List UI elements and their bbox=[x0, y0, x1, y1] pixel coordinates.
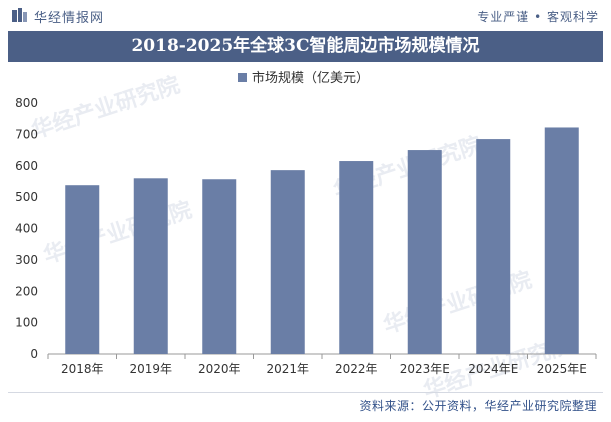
bar bbox=[339, 161, 374, 354]
y-tick-label: 500 bbox=[15, 190, 38, 204]
legend-label: 市场规模（亿美元） bbox=[252, 70, 369, 86]
brand-name: 华经情报网 bbox=[34, 11, 105, 26]
bar bbox=[65, 185, 100, 354]
y-tick-label: 600 bbox=[15, 159, 38, 173]
bar-chart: 市场规模（亿美元） 0 100 200 300 400 500 600 700 800 2018年 2… bbox=[15, 70, 597, 376]
y-tick-label: 700 bbox=[15, 127, 38, 141]
bar bbox=[270, 170, 305, 354]
x-tick-label: 2020年 bbox=[198, 362, 241, 376]
legend-swatch bbox=[238, 73, 247, 82]
y-tick-label: 100 bbox=[15, 316, 38, 330]
bar bbox=[133, 178, 168, 354]
x-tick-label: 2021年 bbox=[266, 362, 309, 376]
y-tick-label: 800 bbox=[15, 96, 38, 110]
footer-divider bbox=[8, 392, 603, 393]
bar bbox=[407, 150, 442, 354]
y-tick-label: 200 bbox=[15, 284, 38, 298]
x-tick-label: 2023年E bbox=[400, 362, 450, 376]
y-tick-label: 400 bbox=[15, 222, 38, 236]
source-note: 资料来源：公开资料，华经产业研究院整理 bbox=[359, 399, 597, 413]
top-bar: 华经情报网 专业严谨 • 客观科学 bbox=[0, 0, 611, 30]
bar bbox=[544, 127, 579, 354]
x-tick-label: 2018年 bbox=[61, 362, 104, 376]
bar bbox=[476, 139, 511, 354]
x-tick-label: 2019年 bbox=[129, 362, 172, 376]
x-tick-label: 2022年 bbox=[335, 362, 378, 376]
brand-logo-icon bbox=[12, 8, 27, 22]
x-tick-label: 2025年E bbox=[537, 362, 587, 376]
chart-title: 2018-2025年全球3C智能周边市场规模情况 bbox=[8, 31, 603, 62]
x-tick-label: 2024年E bbox=[468, 362, 518, 376]
tagline: 专业严谨 • 客观科学 bbox=[477, 10, 599, 24]
bar bbox=[202, 179, 237, 354]
y-tick-label: 300 bbox=[15, 253, 38, 267]
y-tick-label: 0 bbox=[30, 347, 38, 361]
